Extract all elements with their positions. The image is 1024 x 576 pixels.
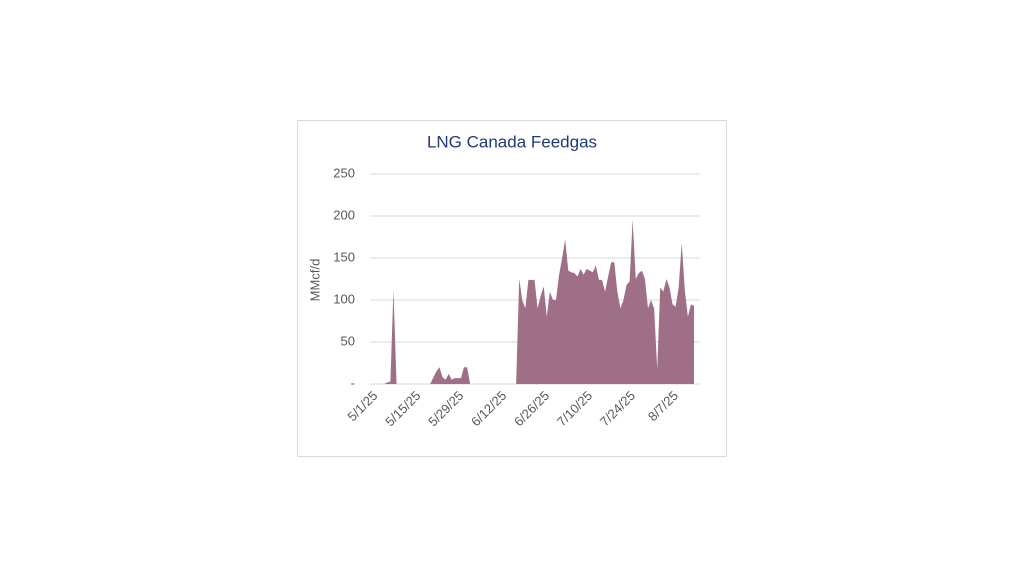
chart-frame (297, 120, 727, 457)
y-tick-label: 250 (333, 165, 355, 180)
y-tick-label: 200 (333, 207, 355, 222)
y-tick-label: 150 (333, 249, 355, 264)
y-tick-label: 100 (333, 291, 355, 306)
y-axis-label: MMcf/d (307, 259, 322, 302)
chart-title: LNG Canada Feedgas (427, 132, 597, 151)
y-tick-label: 50 (341, 333, 355, 348)
area (372, 219, 694, 384)
y-tick-label: - (351, 375, 355, 390)
